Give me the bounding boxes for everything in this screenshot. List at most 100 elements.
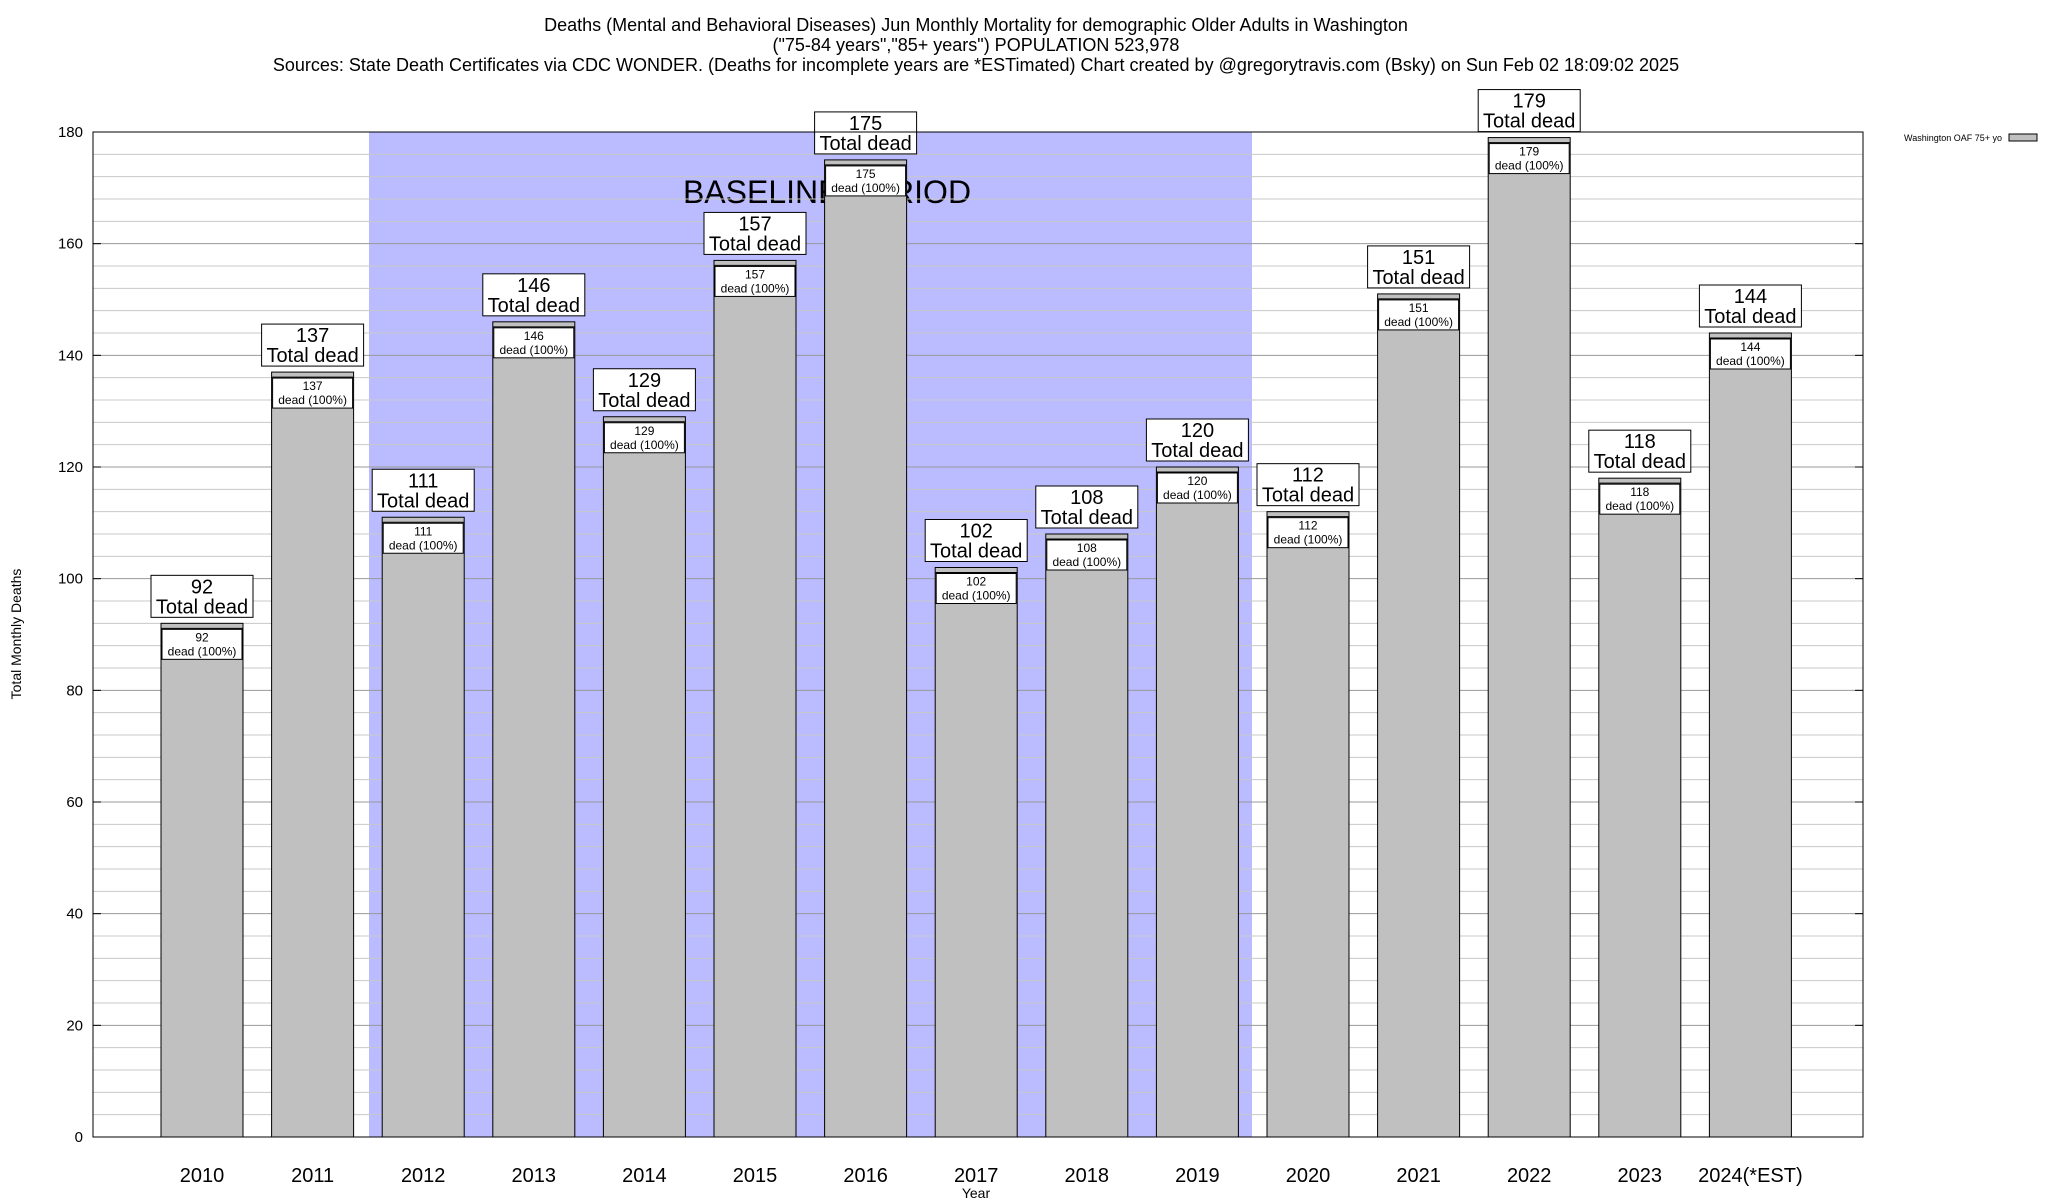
total-value-label: 92: [191, 576, 213, 598]
y-tick-label: 60: [66, 794, 83, 811]
inner-pct-label: dead (100%): [1274, 533, 1343, 547]
total-value-label: 146: [517, 275, 550, 297]
total-value-label: 120: [1181, 420, 1214, 442]
inner-label-box: [1156, 472, 1238, 504]
total-value-label: 144: [1734, 286, 1767, 308]
legend-swatch: [2008, 133, 2038, 142]
inner-pct-label: dead (100%): [168, 644, 237, 658]
x-tick-label: 2020: [1286, 1165, 1331, 1187]
y-tick-label: 160: [58, 236, 83, 253]
total-value-label: 102: [960, 521, 993, 543]
inner-pct-label: dead (100%): [721, 281, 790, 295]
plot-frame: [92, 131, 1864, 1138]
bar-2024(*EST): [1708, 332, 1792, 1138]
y-tick-label: 0: [75, 1129, 83, 1146]
inner-label-box: [603, 422, 685, 454]
x-tick-label: 2012: [401, 1165, 446, 1187]
bar-2014: [602, 416, 686, 1138]
x-tick-label: 2017: [954, 1165, 999, 1187]
inner-value-label: 108: [1077, 541, 1097, 555]
total-label-box: [814, 111, 918, 155]
bar-2015: [713, 259, 797, 1138]
inner-pct-label: dead (100%): [1052, 555, 1121, 569]
x-tick-label: 2022: [1507, 1165, 1552, 1187]
inner-pct-label: dead (100%): [278, 393, 347, 407]
inner-label-box: [1046, 539, 1128, 571]
total-label-box: [1588, 429, 1692, 473]
inner-label-box: [1599, 483, 1681, 515]
inner-pct-label: dead (100%): [942, 589, 1011, 603]
x-tick-label: 2021: [1396, 1165, 1441, 1187]
bar-2017: [934, 567, 1018, 1138]
inner-pct-label: dead (100%): [389, 538, 458, 552]
total-value-label: 151: [1402, 247, 1435, 269]
total-text-label: Total dead: [488, 295, 580, 317]
total-label-box: [261, 323, 365, 367]
x-tick-label: 2019: [1175, 1165, 1220, 1187]
inner-pct-label: dead (100%): [499, 343, 568, 357]
x-tick-label: 2024(*EST): [1698, 1165, 1803, 1187]
bar-2021: [1377, 293, 1461, 1138]
total-label-box: [1256, 463, 1360, 507]
bar-2022: [1487, 137, 1571, 1138]
total-label-box: [482, 273, 586, 317]
inner-value-label: 92: [195, 630, 209, 644]
y-tick-label: 40: [66, 906, 83, 923]
x-axis-title: Year: [962, 1185, 991, 1200]
x-tick-label: 2013: [512, 1165, 557, 1187]
bar-2023: [1598, 477, 1682, 1138]
total-label-box: [371, 468, 475, 512]
inner-value-label: 120: [1187, 474, 1207, 488]
total-value-label: 111: [408, 470, 438, 492]
total-text-label: Total dead: [819, 133, 911, 155]
inner-label-box: [161, 628, 243, 660]
inner-value-label: 129: [634, 424, 654, 438]
bar-2019: [1155, 466, 1239, 1138]
total-text-label: Total dead: [598, 390, 690, 412]
y-tick-label: 180: [58, 124, 83, 141]
inner-value-label: 137: [303, 379, 323, 393]
bar-2013: [492, 321, 576, 1138]
total-text-label: Total dead: [266, 345, 358, 367]
inner-label-box: [825, 165, 907, 197]
title-line-1: Deaths (Mental and Behavioral Diseases) …: [544, 15, 1408, 35]
inner-label-box: [714, 265, 796, 297]
inner-value-label: 157: [745, 267, 765, 281]
inner-pct-label: dead (100%): [1605, 499, 1674, 513]
inner-pct-label: dead (100%): [831, 181, 900, 195]
inner-label-box: [493, 327, 575, 359]
total-text-label: Total dead: [1041, 507, 1133, 529]
total-value-label: 118: [1624, 431, 1656, 453]
inner-pct-label: dead (100%): [1384, 315, 1453, 329]
bar-2011: [271, 371, 355, 1138]
x-tick-label: 2010: [180, 1165, 225, 1187]
total-text-label: Total dead: [1704, 306, 1796, 328]
title-line-2: ("75-84 years","85+ years") POPULATION 5…: [773, 35, 1180, 55]
inner-pct-label: dead (100%): [1163, 488, 1232, 502]
x-tick-label: 2023: [1618, 1165, 1663, 1187]
y-tick-label: 20: [66, 1017, 83, 1034]
inner-label-box: [382, 522, 464, 554]
y-tick-label: 80: [66, 682, 83, 699]
inner-label-box: [272, 377, 354, 409]
total-label-box: [1477, 89, 1581, 133]
inner-label-box: [1378, 299, 1460, 331]
y-tick-label: 100: [58, 571, 83, 588]
x-tick-label: 2011: [291, 1165, 334, 1187]
bar-2016: [824, 159, 908, 1138]
total-label-box: [1145, 418, 1249, 462]
inner-label-box: [1267, 517, 1349, 549]
total-value-label: 175: [849, 113, 882, 135]
x-tick-label: 2015: [733, 1165, 778, 1187]
total-label-box: [703, 211, 807, 255]
total-text-label: Total dead: [1483, 111, 1575, 133]
y-tick-label: 140: [58, 347, 83, 364]
total-label-box: [1367, 245, 1471, 289]
total-value-label: 112: [1292, 465, 1324, 487]
x-tick-label: 2016: [843, 1165, 888, 1187]
total-value-label: 179: [1513, 91, 1546, 113]
legend: Washington OAF 75+ yo: [1904, 133, 2038, 143]
bar-2012: [381, 516, 465, 1138]
